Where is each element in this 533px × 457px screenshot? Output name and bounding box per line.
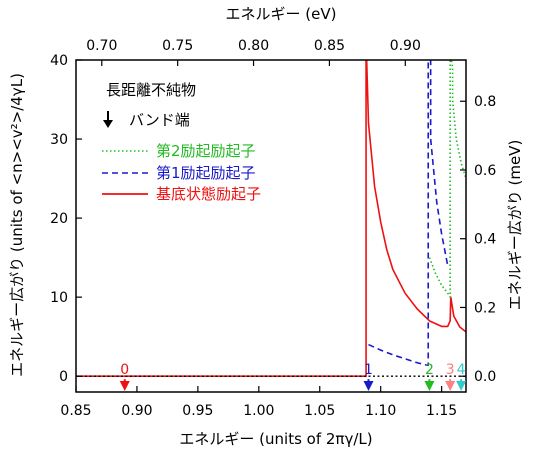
x-tick-label: 0.90 bbox=[121, 403, 152, 419]
bottom-axis-title: エネルギー (units of 2πγ/L) bbox=[179, 430, 372, 448]
y2-tick-label: 0.4 bbox=[474, 232, 496, 248]
legend-label-second-excited: 第2励起励起子 bbox=[156, 142, 256, 160]
band-edge-arrow-head bbox=[456, 381, 467, 391]
y2-tick-label: 0.2 bbox=[474, 300, 496, 316]
y-tick-label: 10 bbox=[50, 290, 68, 306]
left-axis-title: エネルギー広がり (units of <n><v²>/4γL) bbox=[8, 73, 26, 377]
x-tick-label: 1.00 bbox=[243, 403, 274, 419]
legend-entry-band-edge: バンド端 bbox=[103, 111, 190, 129]
legend-arrow-head bbox=[103, 120, 113, 128]
x-tick-label: 0.95 bbox=[182, 403, 213, 419]
legend-entry-ground-state: 基底状態励起子 bbox=[102, 185, 261, 203]
band-edge-label: 1 bbox=[364, 362, 373, 378]
band-edge-arrow-head bbox=[119, 381, 130, 391]
top-axis-title: エネルギー (eV) bbox=[226, 5, 337, 23]
y-tick-label: 0 bbox=[59, 369, 68, 385]
x-tick-label: 1.10 bbox=[365, 403, 396, 419]
band-edge-label: 4 bbox=[457, 362, 466, 378]
series-line-dotted bbox=[428, 60, 466, 298]
band-edge-label: 3 bbox=[446, 362, 455, 378]
y-tick-label: 30 bbox=[50, 132, 68, 148]
legend: 長距離不純物 バンド端 第2励起励起子 第1励起励起子 基底状態励起子 bbox=[102, 81, 261, 203]
legend-title: 長距離不純物 bbox=[106, 81, 196, 99]
legend-label-band-edge: バンド端 bbox=[129, 111, 190, 129]
series-layer bbox=[76, 60, 466, 377]
x2-tick-label: 0.75 bbox=[162, 38, 193, 54]
y-tick-label: 40 bbox=[50, 53, 68, 69]
x-tick-label: 1.15 bbox=[426, 403, 457, 419]
legend-label-first-excited: 第1励起励起子 bbox=[156, 164, 256, 182]
legend-label-ground-state: 基底状態励起子 bbox=[156, 185, 261, 203]
y2-tick-label: 0.0 bbox=[474, 369, 496, 385]
legend-entry-second-excited: 第2励起励起子 bbox=[102, 142, 256, 160]
band-edge-label: 2 bbox=[425, 362, 434, 378]
plot-frame bbox=[75, 59, 467, 393]
series-line-dashed bbox=[368, 60, 449, 366]
x2-tick-label: 0.70 bbox=[86, 38, 117, 54]
band-edge-arrow-head bbox=[424, 381, 435, 391]
y-tick-label: 20 bbox=[50, 211, 68, 227]
series-line-solid bbox=[76, 60, 466, 377]
x-tick-label: 0.85 bbox=[60, 403, 91, 419]
right-axis-title: エネルギー広がり (meV) bbox=[506, 140, 524, 311]
y2-tick-label: 0.6 bbox=[474, 163, 496, 179]
x2-tick-label: 0.90 bbox=[390, 38, 421, 54]
x2-tick-label: 0.85 bbox=[314, 38, 345, 54]
legend-entry-first-excited: 第1励起励起子 bbox=[102, 164, 256, 182]
x-tick-label: 1.05 bbox=[304, 403, 335, 419]
y2-tick-label: 0.8 bbox=[474, 94, 496, 110]
x2-tick-label: 0.80 bbox=[238, 38, 269, 54]
ticks-layer: 0.85 0.90 0.95 1.00 1.05 1.10 1.150102030400.7… bbox=[50, 38, 496, 419]
band-edge-label: 0 bbox=[120, 362, 129, 378]
band-edge-arrow-head bbox=[363, 381, 374, 391]
band-edge-arrow-head bbox=[445, 381, 456, 391]
